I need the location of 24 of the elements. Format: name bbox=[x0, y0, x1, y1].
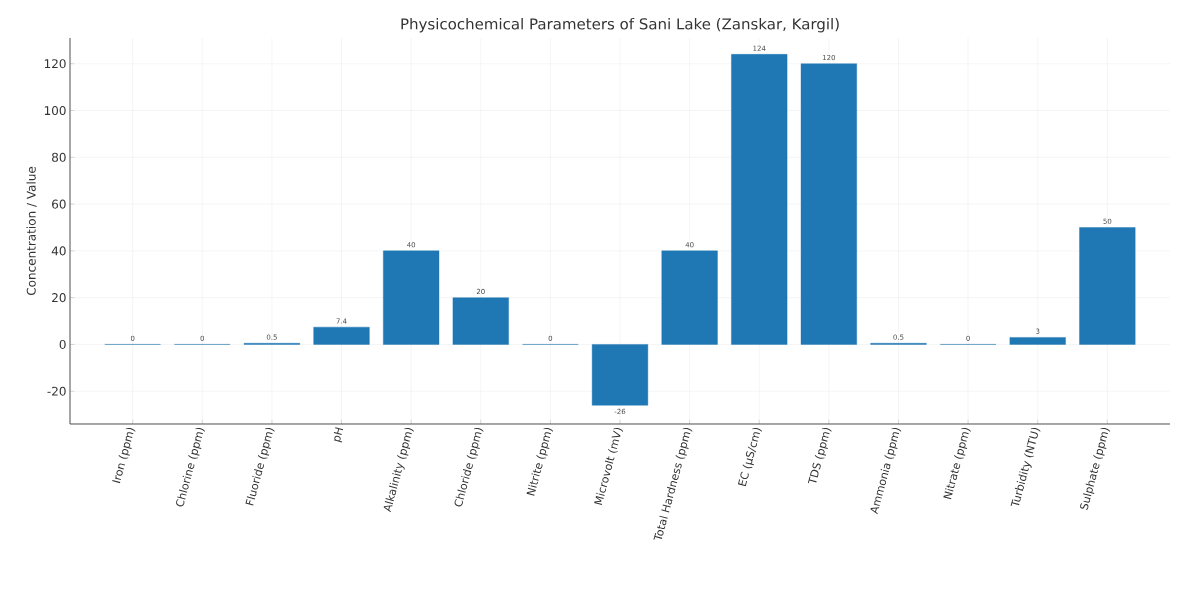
y-tick-label: 20 bbox=[52, 293, 66, 303]
bar bbox=[591, 344, 649, 406]
y-tick-label: 120 bbox=[44, 59, 66, 69]
x-tick-label: Nitrite (ppm) bbox=[526, 427, 554, 496]
bar bbox=[313, 326, 370, 345]
bar bbox=[731, 54, 788, 345]
bar bbox=[452, 297, 509, 345]
bar bbox=[383, 250, 440, 345]
y-tick-label: 80 bbox=[52, 152, 66, 162]
x-tick-label: TDS (ppm) bbox=[807, 427, 832, 484]
x-tick-label: Nitrate (ppm) bbox=[943, 427, 971, 500]
y-tick-label: 0 bbox=[59, 339, 66, 349]
x-tick-label: Iron (ppm) bbox=[112, 427, 136, 484]
y-axis-title: Concentration / Value bbox=[26, 166, 37, 296]
x-tick-label: pH bbox=[333, 427, 344, 443]
bar bbox=[1009, 337, 1066, 345]
bar bbox=[800, 63, 857, 345]
bar bbox=[1079, 227, 1136, 345]
y-tick-label: 60 bbox=[52, 199, 66, 209]
y-tick-label: 100 bbox=[44, 105, 66, 116]
y-tick-label: 40 bbox=[51, 246, 66, 256]
bar bbox=[661, 250, 718, 345]
y-tick-label: -20 bbox=[47, 386, 66, 396]
chart-title: Physicochemical Parameters of Sani Lake (Zanskar, Kargil) bbox=[401, 17, 839, 33]
